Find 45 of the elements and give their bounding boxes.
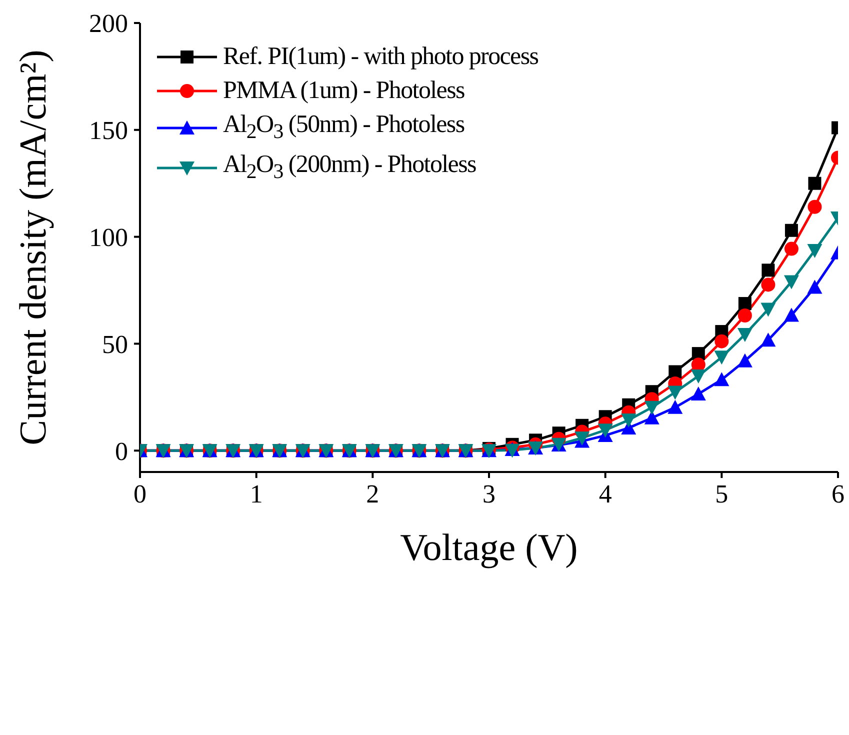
point: [714, 372, 730, 386]
y-axis-title: Current density (mA/cm²): [12, 50, 54, 446]
point: [690, 386, 706, 400]
point: [714, 334, 729, 348]
point: [784, 308, 799, 322]
y-tick-label: 100: [89, 223, 128, 252]
point: [784, 275, 799, 290]
y-tick-label: 150: [89, 116, 128, 146]
legend-label: Ref. PI(1um) - with photo process: [223, 42, 538, 72]
x-tick-label: 3: [482, 479, 496, 508]
point: [621, 414, 636, 428]
point: [760, 332, 776, 347]
x-tick-label: 6: [832, 479, 844, 508]
point: [668, 400, 683, 414]
point: [784, 224, 798, 237]
point: [737, 328, 752, 342]
point: [714, 350, 730, 365]
x-tick-label: 1: [250, 479, 263, 508]
x-axis-title: Voltage (V): [400, 527, 578, 569]
point: [807, 244, 822, 258]
point: [690, 370, 706, 384]
point: [668, 365, 682, 378]
point: [644, 400, 660, 415]
point: [737, 353, 752, 368]
legend-label: Al$_{2}$O$_{3}$ (50nm) - Photoless: [223, 110, 464, 145]
x-tick-label: 4: [598, 479, 612, 508]
point: [738, 297, 752, 310]
point: [784, 242, 798, 256]
point: [598, 424, 613, 438]
point: [738, 308, 752, 322]
point: [760, 302, 776, 317]
y-tick-label: 200: [89, 9, 128, 38]
point: [762, 264, 775, 277]
point: [668, 386, 683, 400]
x-tick-label: 2: [366, 479, 380, 508]
x-tick-label: 5: [715, 479, 728, 508]
y-tick-label: 50: [102, 330, 128, 359]
y-tick-label: 0: [115, 436, 128, 466]
point: [808, 176, 822, 190]
point: [808, 200, 822, 214]
x-tick-label: 0: [134, 479, 146, 508]
legend-label: Al$_{2}$O$_{3}$ (200nm) - Photoless: [223, 150, 476, 185]
point: [807, 280, 822, 294]
legend-label: PMMA (1um) - Photoless: [223, 76, 464, 106]
point: [761, 278, 776, 292]
